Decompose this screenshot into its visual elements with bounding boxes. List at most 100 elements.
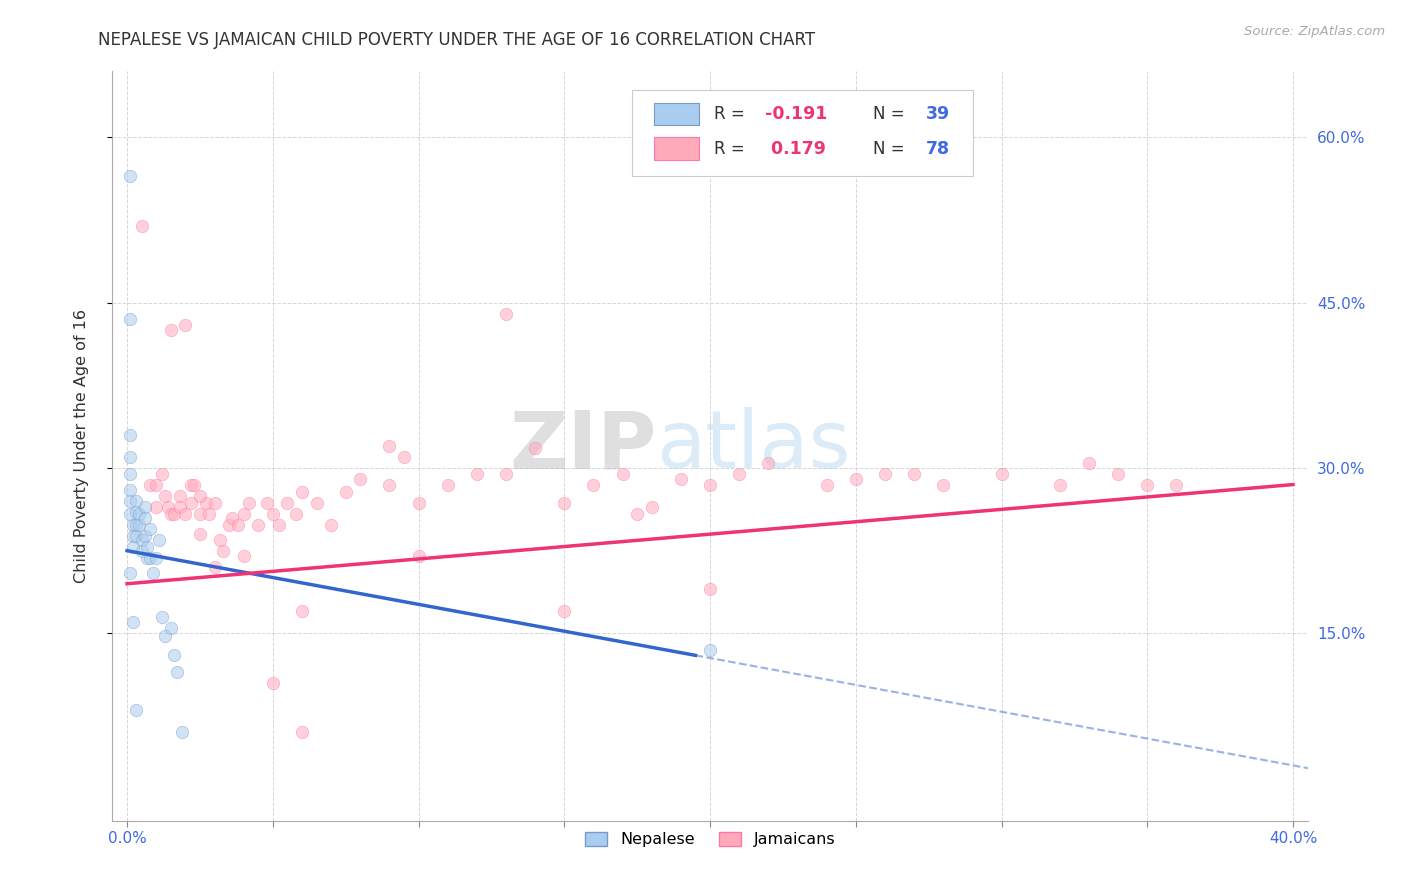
Point: [169, 489, 191, 503]
Point: [756, 456, 779, 470]
Point: [118, 494, 141, 508]
Point: [131, 533, 153, 547]
Point: [553, 604, 575, 618]
Point: [873, 467, 896, 481]
Point: [169, 500, 191, 514]
Point: [139, 551, 162, 566]
Point: [1107, 467, 1129, 481]
Point: [408, 496, 430, 510]
FancyBboxPatch shape: [654, 103, 699, 125]
Point: [139, 477, 162, 491]
Point: [204, 560, 226, 574]
Text: R =: R =: [714, 139, 749, 158]
Point: [495, 467, 517, 481]
Point: [495, 307, 517, 321]
Point: [118, 312, 141, 326]
Text: 0.179: 0.179: [765, 139, 825, 158]
Point: [183, 477, 205, 491]
Point: [174, 508, 197, 522]
Text: ZIP: ZIP: [509, 407, 657, 485]
Point: [1078, 456, 1101, 470]
Point: [247, 518, 270, 533]
Point: [262, 508, 284, 522]
Point: [232, 549, 254, 564]
Point: [641, 500, 664, 514]
Point: [122, 529, 145, 543]
Text: 39: 39: [927, 105, 950, 123]
Point: [845, 472, 868, 486]
Point: [125, 518, 148, 533]
Point: [728, 467, 751, 481]
Point: [180, 477, 202, 491]
Point: [134, 500, 156, 514]
Legend: Nepalese, Jamaicans: Nepalese, Jamaicans: [578, 825, 842, 854]
Text: atlas: atlas: [657, 407, 851, 485]
Point: [159, 323, 181, 337]
Point: [209, 533, 232, 547]
Point: [150, 609, 173, 624]
Point: [669, 472, 692, 486]
Point: [990, 467, 1012, 481]
Point: [305, 496, 328, 510]
Point: [319, 518, 342, 533]
Point: [156, 500, 179, 514]
Point: [276, 496, 298, 510]
Point: [815, 477, 838, 491]
Point: [153, 489, 176, 503]
Point: [197, 508, 219, 522]
Point: [122, 541, 145, 555]
Point: [204, 496, 226, 510]
Y-axis label: Child Poverty Under the Age of 16: Child Poverty Under the Age of 16: [75, 309, 89, 583]
Point: [1049, 477, 1071, 491]
Point: [159, 621, 181, 635]
FancyBboxPatch shape: [654, 137, 699, 160]
Point: [145, 551, 167, 566]
Point: [1166, 477, 1188, 491]
Point: [118, 428, 141, 442]
Point: [582, 477, 605, 491]
Point: [136, 551, 159, 566]
Point: [188, 527, 211, 541]
Point: [212, 543, 235, 558]
Point: [267, 518, 290, 533]
Point: [131, 219, 153, 233]
Point: [128, 508, 150, 522]
Point: [626, 508, 648, 522]
Point: [125, 529, 148, 543]
Point: [159, 508, 181, 522]
Point: [465, 467, 488, 481]
Point: [232, 508, 254, 522]
Point: [378, 439, 401, 453]
Point: [932, 477, 955, 491]
Point: [218, 518, 240, 533]
Point: [163, 508, 186, 522]
Point: [118, 169, 141, 183]
Point: [118, 467, 141, 481]
Point: [125, 505, 148, 519]
Point: [226, 518, 249, 533]
Point: [349, 472, 371, 486]
Point: [118, 508, 141, 522]
FancyBboxPatch shape: [633, 90, 973, 177]
Point: [262, 676, 284, 690]
Point: [134, 529, 156, 543]
Point: [172, 725, 194, 739]
Text: N =: N =: [873, 105, 910, 123]
Point: [145, 500, 167, 514]
Point: [378, 477, 401, 491]
Point: [166, 665, 188, 679]
Point: [142, 566, 165, 580]
Point: [153, 628, 176, 642]
Text: -0.191: -0.191: [765, 105, 827, 123]
Point: [335, 485, 357, 500]
Point: [139, 522, 162, 536]
Point: [524, 441, 547, 455]
Point: [188, 508, 211, 522]
Point: [136, 541, 159, 555]
Point: [194, 496, 217, 510]
Point: [118, 450, 141, 464]
Point: [118, 566, 141, 580]
Point: [118, 483, 141, 497]
Point: [291, 725, 314, 739]
Point: [291, 604, 314, 618]
